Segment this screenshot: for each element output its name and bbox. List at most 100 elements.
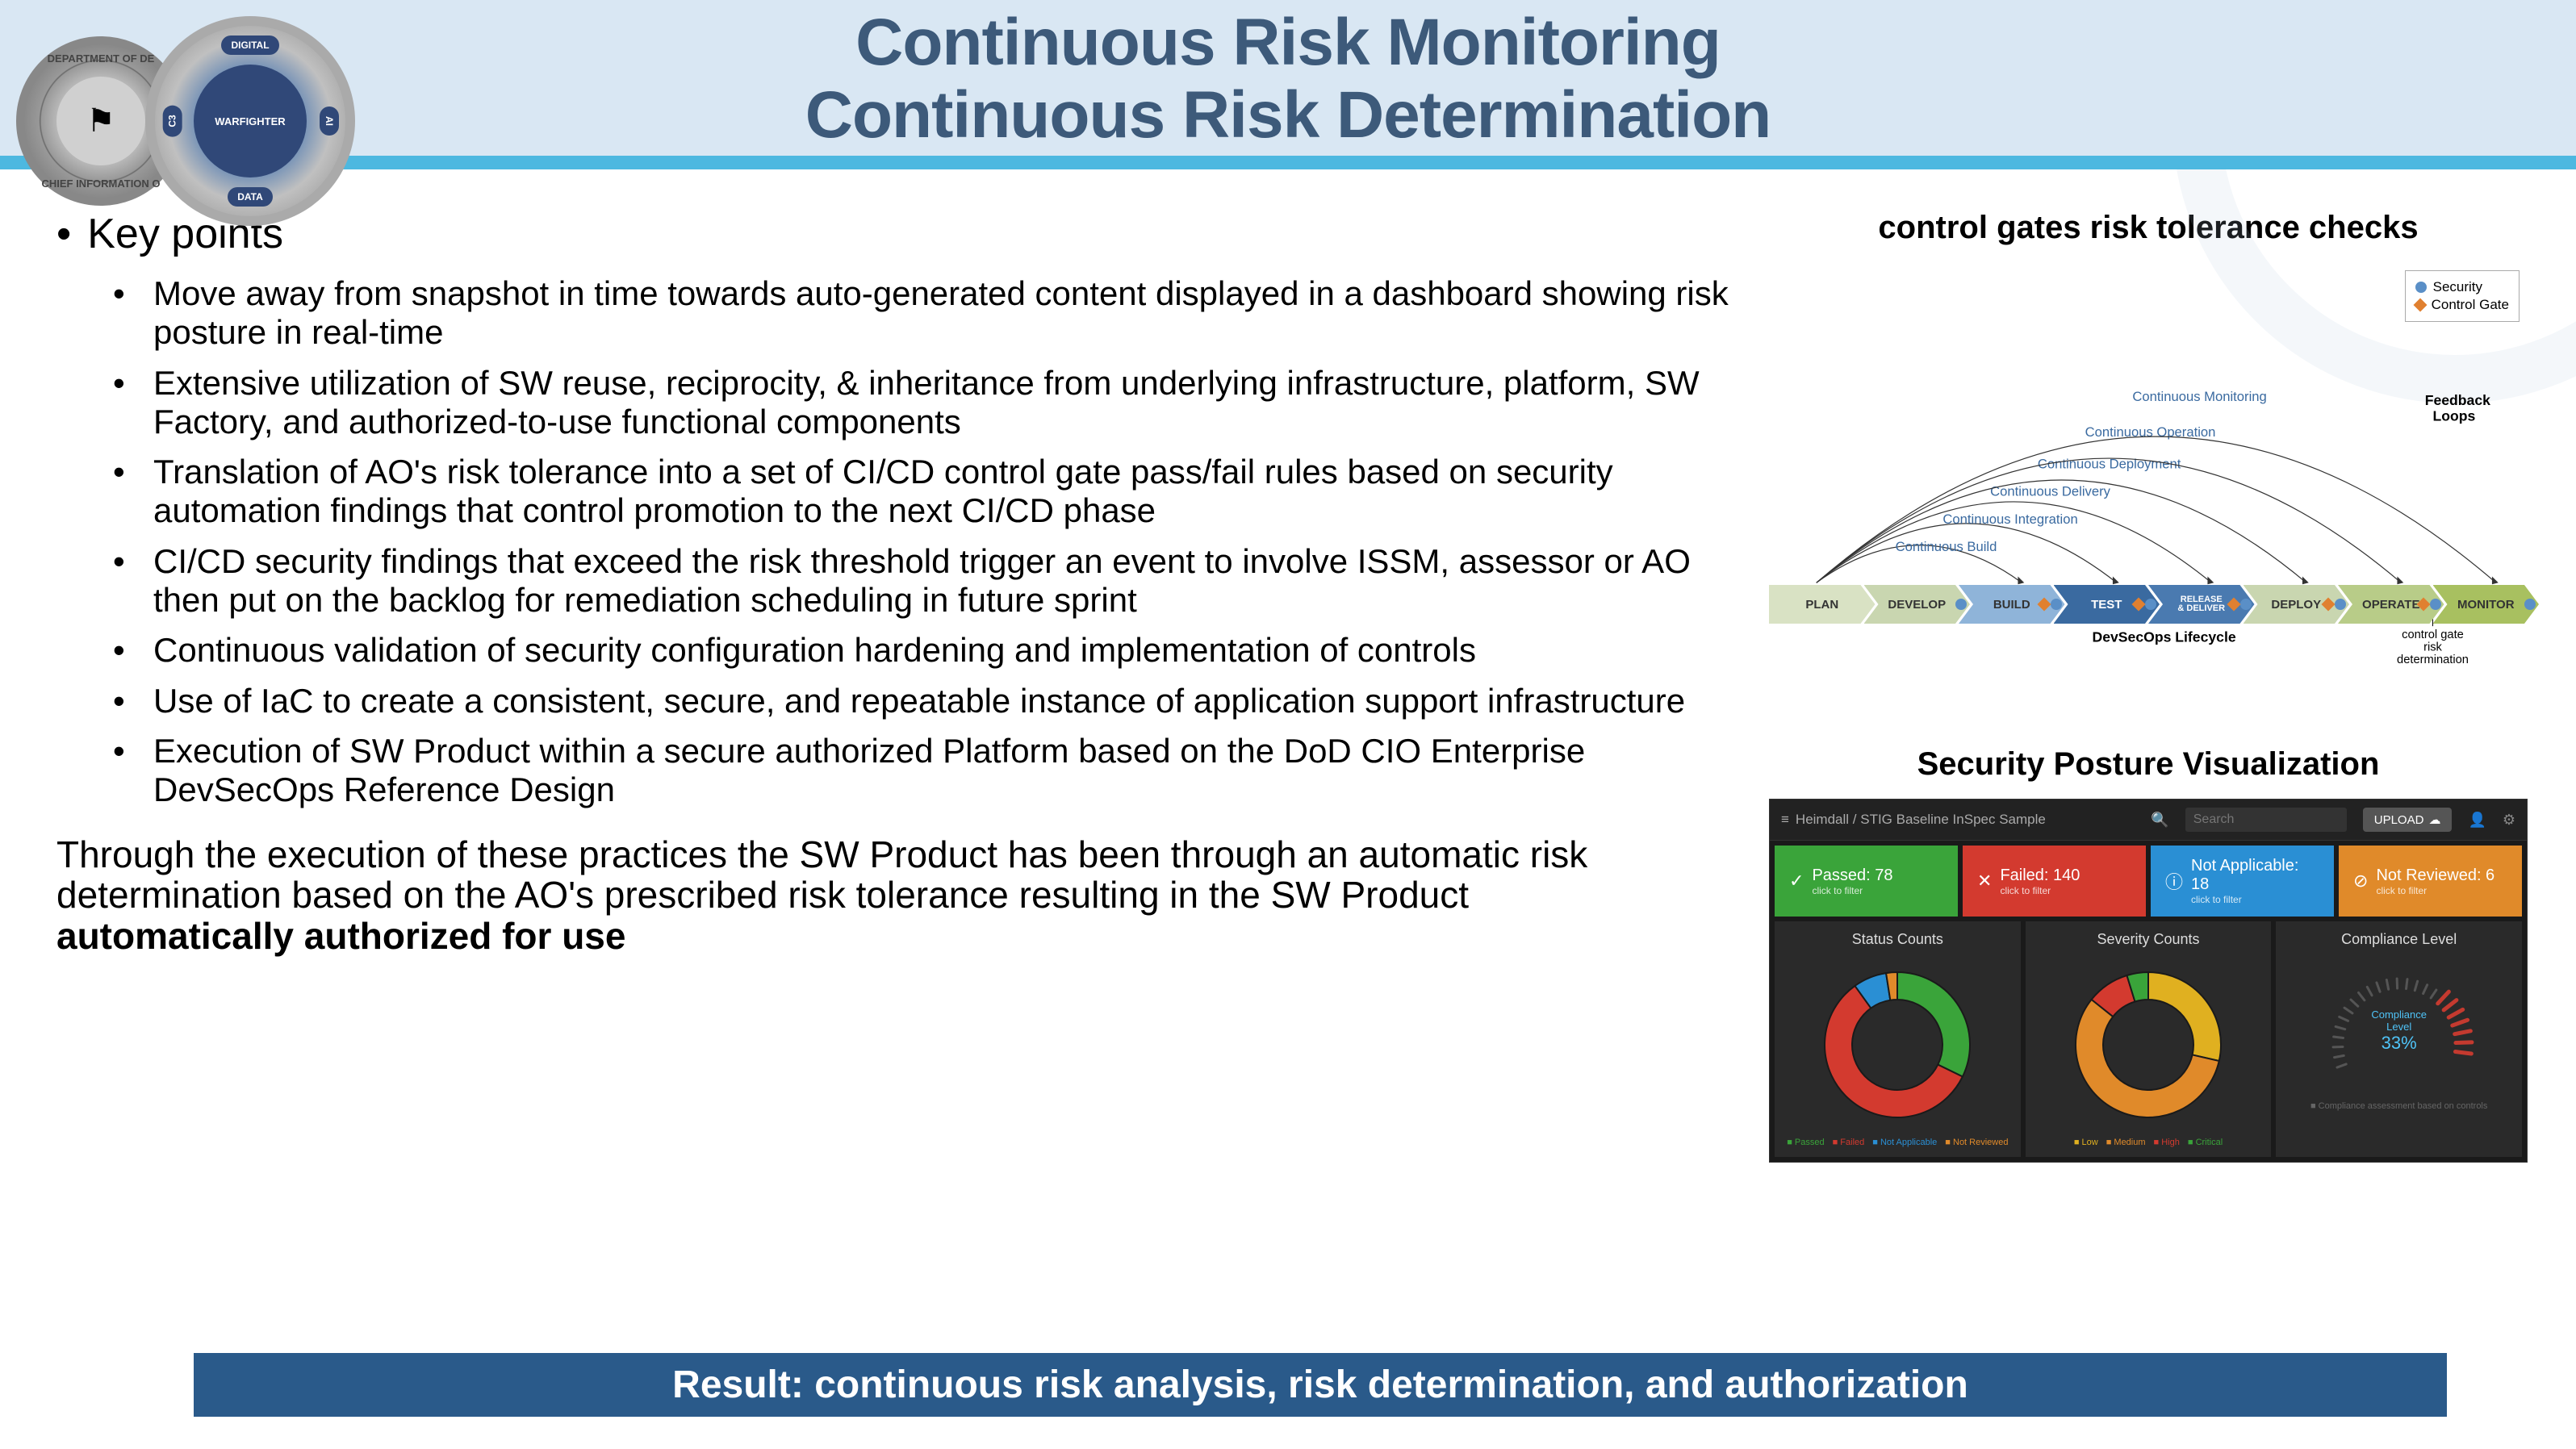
stat-icon: ⊘ (2353, 871, 2368, 892)
severity-legend: LowMediumHighCritical (2035, 1138, 2262, 1147)
security-dot-icon (1955, 599, 1967, 610)
page-title: Continuous Risk Monitoring Continuous Ri… (0, 0, 2576, 152)
security-dot-icon (2524, 599, 2536, 610)
title-line-1: Continuous Risk Monitoring (855, 6, 1721, 79)
key-point-item: Extensive utilization of SW reuse, recip… (153, 364, 1737, 442)
legend-control-gate: Control Gate (2415, 297, 2509, 313)
search-icon: 🔍 (2151, 812, 2168, 829)
stat-card: ⓘNot Applicable: 18click to filter (2151, 846, 2334, 917)
legend-security: Security (2415, 279, 2509, 295)
lifecycle-phase-deploy: DEPLOY (2244, 585, 2350, 624)
stat-card: ✓Passed: 78click to filter (1775, 846, 1958, 917)
status-counts-card: Status Counts PassedFailedNot Applicable… (1775, 921, 2021, 1157)
svg-text:Continuous Operation: Continuous Operation (2085, 424, 2216, 440)
control-gate-label-3: determination (2397, 654, 2469, 666)
severity-donut-chart (2068, 964, 2229, 1125)
header-banner: Continuous Risk Monitoring Continuous Ri… (0, 0, 2576, 169)
security-dot-icon (2335, 599, 2346, 610)
right-column: control gates risk tolerance checks Secu… (1769, 210, 2544, 1163)
stat-card: ⊘Not Reviewed: 6click to filter (2339, 846, 2522, 917)
lifecycle-title: control gates risk tolerance checks (1769, 210, 2528, 246)
svg-text:Continuous Delivery: Continuous Delivery (1990, 484, 2110, 499)
dm-pill-top: DIGITAL (221, 35, 278, 55)
lifecycle-phase-develop: DEVELOP (1864, 585, 1971, 624)
security-dot-icon (2240, 599, 2252, 610)
compliance-footer: Compliance assessment based on controls (2285, 1101, 2512, 1111)
dashboard-title: Security Posture Visualization (1769, 746, 2528, 783)
stat-icon: ⓘ (2165, 868, 2183, 894)
lifecycle-phase-test: TEST (2054, 585, 2160, 624)
dm-pill-bottom: DATA (228, 187, 273, 207)
key-points-list: Move away from snapshot in time towards … (56, 274, 1737, 810)
summary-bold: automatically authorized for use (56, 915, 625, 957)
lifecycle-phase-operate: OPERATE (2338, 585, 2444, 624)
main-content: Key points Move away from snapshot in ti… (0, 169, 2576, 1163)
settings-icon[interactable]: ⚙ (2503, 812, 2515, 829)
security-dot-icon (2430, 599, 2441, 610)
seal-text-top: DEPARTMENT OF DE (48, 52, 155, 65)
compliance-chart-title: Compliance Level (2285, 931, 2512, 948)
svg-text:Continuous Monitoring: Continuous Monitoring (2132, 389, 2266, 404)
key-point-item: Move away from snapshot in time towards … (153, 274, 1737, 353)
status-legend: PassedFailedNot ApplicableNot Reviewed (1784, 1138, 2011, 1147)
control-gate-diamond-icon (2037, 598, 2051, 612)
control-gate-diamond-icon (2322, 598, 2336, 612)
control-gate-label-1: control gate (2402, 628, 2464, 641)
control-gate-diamond-icon (2227, 598, 2240, 612)
security-dashboard: ≡ Heimdall / STIG Baseline InSpec Sample… (1769, 799, 2528, 1163)
lifecycle-label: DevSecOps Lifecycle (2093, 629, 2236, 645)
security-dot-icon (2145, 599, 2156, 610)
digital-modernization-logo: DIGITAL DATA C3 AI WARFIGHTER (145, 16, 355, 226)
key-point-item: CI/CD security findings that exceed the … (153, 542, 1737, 620)
dashboard-breadcrumb: ≡ Heimdall / STIG Baseline InSpec Sample (1781, 812, 2135, 828)
stat-card: ✕Failed: 140click to filter (1963, 846, 2146, 917)
dm-pill-left: C3 (163, 105, 182, 136)
key-point-item: Continuous validation of security config… (153, 631, 1737, 670)
cloud-upload-icon: ☁ (2428, 812, 2440, 827)
dashboard-topbar: ≡ Heimdall / STIG Baseline InSpec Sample… (1770, 800, 2527, 841)
compliance-value: Compliance Level 33% (2359, 1008, 2440, 1054)
key-point-item: Use of IaC to create a consistent, secur… (153, 682, 1737, 720)
feedback-label-2: Loops (2433, 408, 2476, 424)
severity-chart-title: Severity Counts (2035, 931, 2262, 948)
left-column: Key points Move away from snapshot in ti… (32, 210, 1737, 1163)
stat-icon: ✓ (1789, 871, 1804, 892)
feedback-label: Feedback (2425, 392, 2490, 408)
lifecycle-phase-release-deliver: RELEASE& DELIVER (2148, 585, 2255, 624)
dashboard-search-input[interactable] (2185, 808, 2347, 832)
summary-paragraph: Through the execution of these practices… (56, 834, 1737, 957)
dashboard-stat-cards: ✓Passed: 78click to filter✕Failed: 140cl… (1770, 841, 2527, 921)
user-icon[interactable]: 👤 (2468, 812, 2486, 829)
menu-icon: ≡ (1781, 812, 1789, 828)
control-gate-diamond-icon (2413, 299, 2427, 312)
compliance-gauge: Compliance Level 33% (2319, 964, 2480, 1085)
upload-button[interactable]: UPLOAD ☁ (2363, 808, 2453, 832)
control-gate-label-2: risk (2423, 641, 2442, 654)
lifecycle-chevrons: PLANDEVELOPBUILDTESTRELEASE& DELIVERDEPL… (1769, 585, 2528, 624)
control-gate-diamond-icon (2132, 598, 2146, 612)
lifecycle-legend: Security Control Gate (2405, 270, 2520, 322)
seal-text-bottom: CHIEF INFORMATION O (41, 177, 160, 190)
status-donut-chart (1817, 964, 1978, 1125)
key-point-item: Translation of AO's risk tolerance into … (153, 453, 1737, 531)
status-chart-title: Status Counts (1784, 931, 2011, 948)
svg-text:Continuous Integration: Continuous Integration (1942, 512, 2077, 527)
lifecycle-phase-monitor: MONITOR (2433, 585, 2540, 624)
severity-counts-card: Severity Counts LowMediumHighCritical (2026, 921, 2272, 1157)
stat-icon: ✕ (1977, 871, 1992, 892)
dashboard-charts: Status Counts PassedFailedNot Applicable… (1770, 921, 2527, 1162)
result-footer: Result: continuous risk analysis, risk d… (194, 1353, 2447, 1417)
key-point-item: Execution of SW Product within a secure … (153, 732, 1737, 810)
lifecycle-svg: Continuous Build Continuous Integration Co… (1769, 262, 2528, 698)
lifecycle-figure: Security Control Gate Continuous BuildCo… (1769, 262, 2528, 698)
svg-text:Continuous Build: Continuous Build (1896, 539, 1997, 554)
title-line-2: Continuous Risk Determination (805, 78, 1771, 152)
lifecycle-phase-plan: PLAN (1769, 585, 1876, 624)
summary-text: Through the execution of these practices… (56, 833, 1587, 917)
seal-flag-icon: ⚑ (56, 77, 145, 165)
lifecycle-phase-build: BUILD (1959, 585, 2065, 624)
security-dot-icon (2415, 282, 2427, 293)
compliance-level-card: Compliance Level Compliance Level 33% Co… (2276, 921, 2522, 1157)
dm-center: WARFIGHTER (194, 65, 307, 177)
security-dot-icon (2051, 599, 2062, 610)
